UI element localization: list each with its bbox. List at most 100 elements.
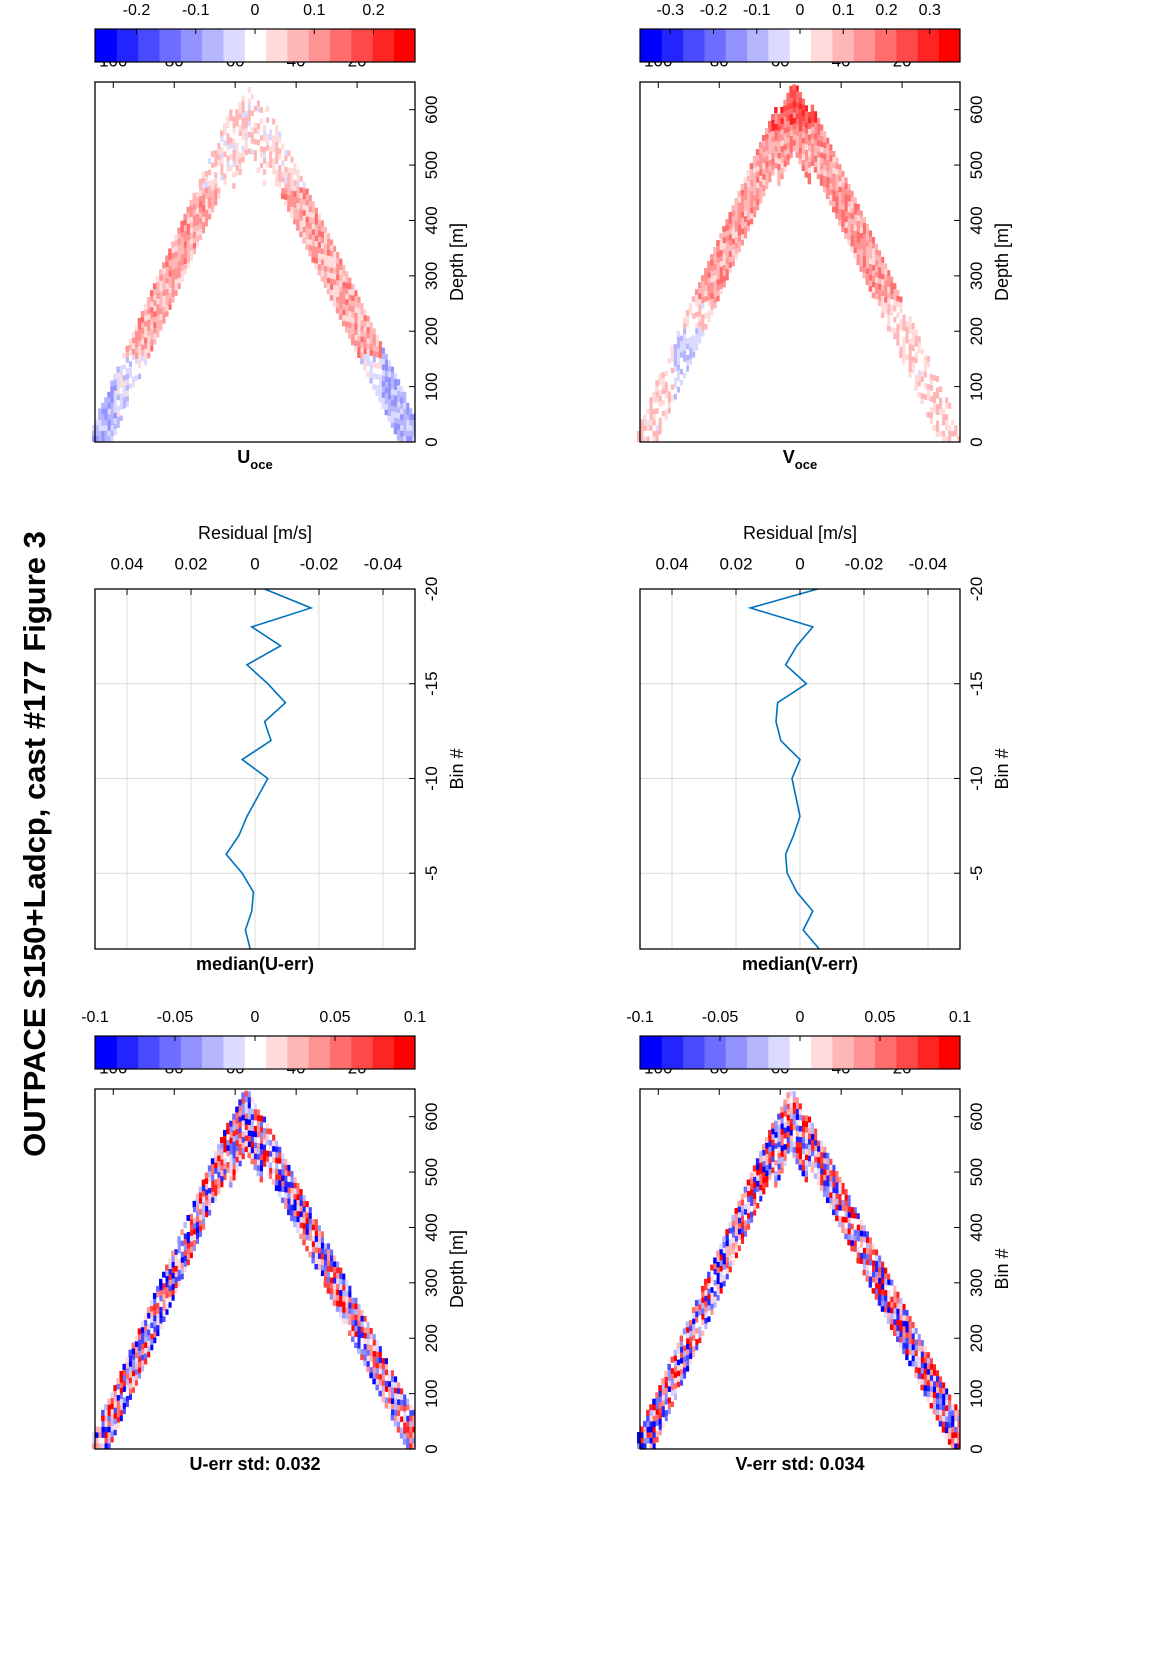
- heatmap-cell: [131, 370, 136, 377]
- heatmap-cell: [682, 372, 687, 379]
- heatmap-cell: [816, 1167, 821, 1174]
- heatmap-cell: [917, 380, 921, 387]
- heatmap-cell: [244, 94, 248, 101]
- heatmap-cell: [856, 1240, 860, 1247]
- heatmap-cell: [871, 1265, 876, 1272]
- heatmap-cell: [229, 137, 233, 144]
- heatmap-cell: [390, 1409, 395, 1416]
- heatmap-cell: [862, 217, 866, 224]
- heatmap-cell: [354, 329, 358, 336]
- heatmap-cell: [807, 1160, 812, 1167]
- heatmap-cell: [646, 1431, 650, 1438]
- heatmap-cell: [807, 150, 812, 157]
- u_resid-title: median(U-err): [196, 954, 314, 974]
- heatmap-cell: [280, 1191, 285, 1198]
- heatmap-cell: [935, 1381, 940, 1388]
- heatmap-cell: [749, 179, 754, 186]
- heatmap-cell: [177, 1241, 181, 1248]
- heatmap-cell: [390, 383, 395, 390]
- heatmap-cell: [746, 175, 751, 182]
- bin-tick-label: -10: [422, 766, 441, 791]
- heatmap-cell: [688, 319, 693, 326]
- heatmap-cell: [122, 1386, 126, 1392]
- heatmap-cell: [914, 1333, 918, 1340]
- heatmap-cell: [128, 1377, 132, 1384]
- heatmap-cell: [113, 1401, 117, 1408]
- heatmap-cell: [786, 92, 790, 99]
- heatmap-cell: [929, 395, 933, 402]
- heatmap-cell: [149, 1327, 154, 1334]
- heatmap-cell: [911, 1327, 915, 1334]
- heatmap-cell: [268, 1167, 273, 1174]
- heatmap-cell: [841, 226, 845, 233]
- heatmap-cell: [137, 323, 142, 330]
- heatmap-cell: [697, 1309, 702, 1316]
- heatmap-cell: [146, 346, 151, 353]
- heatmap-cell: [366, 1366, 370, 1373]
- heatmap-cell: [131, 381, 136, 388]
- heatmap-cell: [128, 372, 132, 378]
- heatmap-cell: [207, 191, 212, 198]
- heatmap-cell: [204, 220, 209, 227]
- heatmap-cell: [774, 140, 778, 147]
- heatmap-cell: [710, 1297, 714, 1304]
- heatmap-cell: [372, 345, 376, 352]
- heatmap-cell: [819, 157, 824, 164]
- heatmap-cell: [777, 158, 781, 165]
- heatmap-cell: [783, 160, 787, 167]
- heatmap-cell: [293, 1182, 297, 1189]
- heatmap-cell: [213, 188, 218, 195]
- colorbar-swatch: [116, 1036, 139, 1069]
- heatmap-cell: [932, 419, 937, 426]
- heatmap-cell: [704, 268, 708, 275]
- heatmap-cell: [183, 1222, 187, 1229]
- heatmap-cell: [944, 1393, 949, 1400]
- heatmap-cell: [801, 1148, 805, 1155]
- heatmap-cell: [341, 314, 346, 321]
- heatmap-cell: [137, 1372, 142, 1379]
- heatmap-cell: [853, 197, 857, 204]
- heatmap-cell: [652, 419, 656, 426]
- heatmap-cell: [658, 423, 662, 429]
- heatmap-cell: [914, 1350, 918, 1357]
- heatmap-cell: [896, 1336, 900, 1343]
- heatmap-cell: [926, 361, 930, 368]
- heatmap-cell: [688, 1358, 693, 1365]
- heatmap-cell: [408, 1443, 413, 1449]
- heatmap-cell: [329, 1266, 334, 1273]
- heatmap-cell: [780, 1167, 784, 1174]
- heatmap-cell: [646, 1420, 650, 1427]
- heatmap-cell: [296, 1227, 300, 1234]
- heatmap-cell: [667, 390, 671, 397]
- heatmap-cell: [381, 1385, 385, 1392]
- heatmap-cell: [676, 1342, 681, 1349]
- heatmap-cell: [238, 102, 242, 109]
- heatmap-cell: [311, 1246, 315, 1253]
- heatmap-cell: [155, 331, 160, 338]
- heatmap-cell: [783, 1116, 787, 1123]
- heatmap-cell: [835, 1193, 839, 1200]
- heatmap-cell: [256, 1137, 260, 1144]
- heatmap-cell: [792, 112, 796, 118]
- heatmap-cell: [283, 1197, 288, 1204]
- heatmap-cell: [771, 1139, 775, 1146]
- heatmap-cell: [932, 380, 937, 387]
- heatmap-cell: [399, 1432, 404, 1439]
- heatmap-cell: [905, 348, 909, 355]
- heatmap-cell: [271, 162, 276, 169]
- heatmap-cell: [180, 1229, 184, 1236]
- heatmap-cell: [923, 1368, 927, 1375]
- heatmap-cell: [822, 175, 827, 182]
- heatmap-cell: [357, 1326, 361, 1332]
- heatmap-cell: [886, 1312, 891, 1319]
- heatmap-cell: [305, 1245, 309, 1252]
- heatmap-cell: [134, 1341, 139, 1347]
- heatmap-cell: [238, 168, 242, 175]
- heatmap-cell: [399, 408, 404, 415]
- colorbar-swatch: [725, 29, 748, 62]
- heatmap-cell: [947, 413, 952, 420]
- heatmap-cell: [253, 1136, 257, 1143]
- heatmap-cell: [396, 418, 401, 425]
- heatmap-cell: [241, 1125, 245, 1132]
- heatmap-cell: [892, 1296, 897, 1303]
